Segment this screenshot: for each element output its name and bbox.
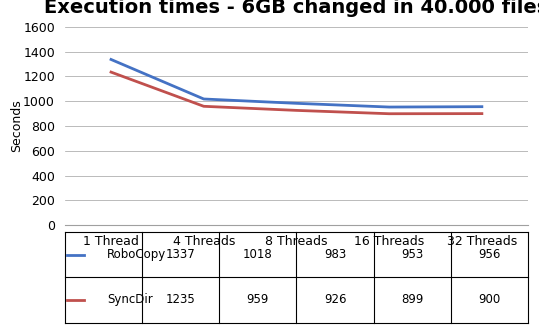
Text: RoboCopy: RoboCopy [107,248,167,261]
Text: 983: 983 [324,248,346,261]
Text: 959: 959 [247,293,269,306]
Y-axis label: Seconds: Seconds [10,100,23,152]
Text: 956: 956 [479,248,501,261]
Text: 1018: 1018 [243,248,273,261]
Text: 1235: 1235 [165,293,196,306]
Text: 953: 953 [401,248,424,261]
Text: 900: 900 [479,293,501,306]
Text: SyncDir: SyncDir [107,293,153,306]
Text: 1337: 1337 [165,248,196,261]
Title: Execution times - 6GB changed in 40.000 files: Execution times - 6GB changed in 40.000 … [44,0,539,17]
Text: 926: 926 [324,293,347,306]
Text: 899: 899 [401,293,424,306]
